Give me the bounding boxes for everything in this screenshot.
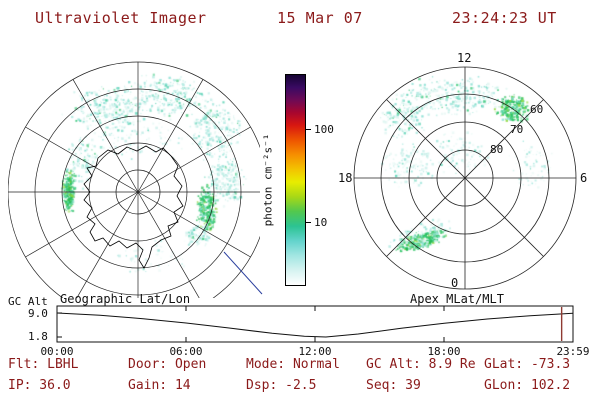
status-dsp: Dsp: -2.5 <box>246 378 317 393</box>
gcalt-ytick-top: 9.0 <box>28 307 48 320</box>
status-glon: GLon: 102.2 <box>484 378 571 393</box>
mlt-label-12: 12 <box>457 51 471 65</box>
colorbar-label: photon cm⁻²s⁻¹ <box>261 133 275 227</box>
mlt-label-6: 6 <box>580 171 587 185</box>
mlt-label-18: 18 <box>338 171 352 185</box>
apex-grid <box>353 66 577 290</box>
status-flt: Flt: LBHL <box>8 357 79 372</box>
gcalt-plot <box>56 305 574 343</box>
mlat-label-80: 80 <box>490 143 503 156</box>
status-gain: Gain: 14 <box>128 378 191 393</box>
gcalt-ytick-bottom: 1.8 <box>28 330 48 343</box>
apex-caption: Apex MLat/MLT <box>410 292 504 306</box>
status-gc-alt: GC Alt: 8.9 Re <box>366 357 476 372</box>
terminator-line <box>223 251 263 295</box>
mlat-label-70: 70 <box>510 123 523 136</box>
time-tick-label-0000: 00:00 <box>40 345 74 358</box>
status-ip: IP: 36.0 <box>8 378 71 393</box>
time-tick-label-2359: 23:59 <box>556 345 590 358</box>
status-seq: Seq: 39 <box>366 378 421 393</box>
gcalt-curve <box>56 312 573 338</box>
status-mode: Mode: Normal <box>246 357 340 372</box>
colorbar-tick-mark-100 <box>306 129 311 130</box>
mlt-label-0: 0 <box>451 276 458 290</box>
gcalt-ylabel: GC Alt <box>8 295 48 308</box>
antarctica-coastline <box>83 145 184 269</box>
status-door: Door: Open <box>128 357 207 372</box>
geographic-caption: Geographic Lat/Lon <box>60 292 191 306</box>
time-tick-label-0600: 06:00 <box>169 345 203 358</box>
colorbar-tick-100: 100 <box>314 123 334 136</box>
colorbar <box>285 74 306 286</box>
mlat-label-60: 60 <box>530 103 543 116</box>
time-tick-label-1200: 12:00 <box>298 345 332 358</box>
colorbar-tick-mark-10 <box>306 222 311 223</box>
status-glat: GLat: -73.3 <box>484 357 571 372</box>
colorbar-tick-10: 10 <box>314 216 328 229</box>
latlon-graticule <box>8 61 260 298</box>
time-tick-label-1800: 18:00 <box>427 345 461 358</box>
